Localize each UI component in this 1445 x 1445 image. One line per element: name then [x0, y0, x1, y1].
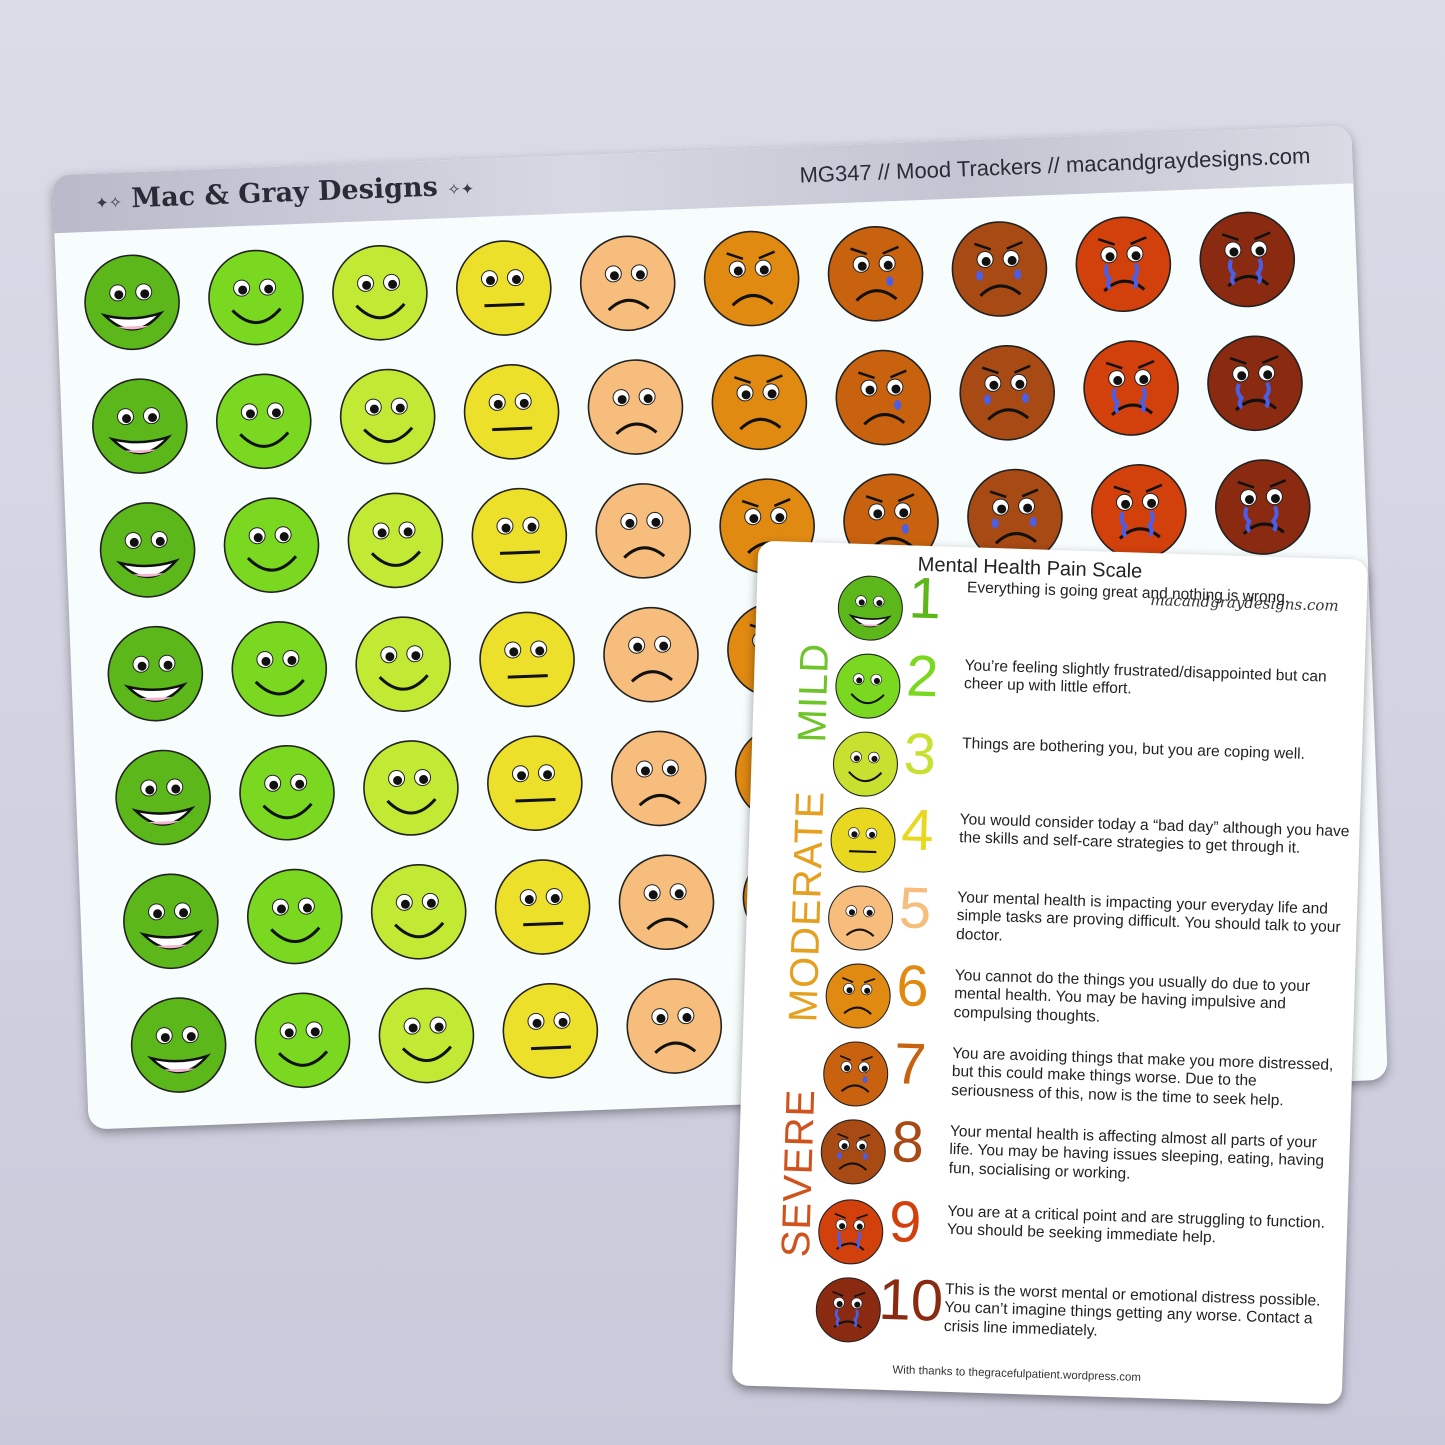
mood-sticker-content [359, 736, 463, 840]
mood-sticker-very-happy [119, 869, 223, 973]
level-number: 10 [877, 1266, 945, 1334]
level-face-icon [828, 805, 898, 875]
level-number: 4 [900, 797, 935, 864]
mood-sticker-neutral [491, 855, 595, 959]
mood-sticker-happy [204, 246, 308, 350]
level-face-icon [818, 1117, 888, 1187]
level-row: 6 You cannot do the things you usually do… [825, 953, 1345, 1029]
level-number: 3 [902, 721, 938, 788]
mood-sticker-crying [955, 341, 1059, 445]
level-number: 2 [905, 643, 940, 710]
mood-sticker-happy [235, 741, 339, 845]
mood-sticker-content [367, 860, 471, 964]
mood-sticker-neutral [467, 484, 571, 588]
pain-scale-card: Mental Health Pain Scale macandgraydesig… [731, 540, 1369, 1405]
level-row: 10 This is the worst mental or emotional … [815, 1267, 1335, 1343]
mood-sticker-crying [948, 217, 1052, 321]
mood-sticker-distraught [1203, 331, 1307, 435]
mood-sticker-happy [243, 865, 347, 969]
level-number: 7 [893, 1031, 928, 1098]
level-row: 7 You are avoiding things that make you m… [823, 1031, 1343, 1109]
level-row: 1 Everything is going great and nothing i… [837, 565, 1357, 641]
mood-sticker-sad [584, 355, 688, 459]
level-number: 9 [888, 1189, 923, 1256]
level-row: 3 Things are bothering you, but you are c… [832, 721, 1353, 797]
sticker-sheet: ✦✧ Mac & Gray Designs ✧✦ MG347 // Mood T… [52, 125, 1388, 1130]
mood-sticker-distraught [1211, 455, 1315, 559]
level-row: 2 You’re feeling slightly frustrated/disa… [835, 643, 1355, 719]
category-mild: MILD [790, 642, 838, 744]
mood-sticker-very-happy [111, 746, 215, 850]
level-description: Your mental health is impacting your eve… [955, 889, 1341, 945]
credit-line: With thanks to thegracefulpatient.wordpr… [892, 1364, 1142, 1385]
mood-sticker-angry-crying [1071, 212, 1175, 316]
mood-sticker-very-happy [127, 993, 231, 1097]
mood-sticker-neutral [475, 608, 579, 712]
level-number: 1 [907, 565, 942, 632]
level-description: You are at a critical point and are stru… [946, 1202, 1326, 1247]
level-number: 5 [897, 875, 933, 942]
product-line: MG347 // Mood Trackers // macandgraydesi… [799, 143, 1311, 188]
mood-sticker-upset-tear [831, 346, 935, 450]
brand-name: Mac & Gray Designs [130, 171, 439, 215]
level-face-icon [830, 729, 900, 799]
mood-sticker-neutral [483, 731, 587, 835]
level-face-icon [833, 651, 903, 721]
mood-sticker-sad [615, 850, 719, 954]
level-description: Your mental health is affecting almost a… [948, 1122, 1325, 1183]
mood-sticker-content [351, 612, 455, 716]
mood-sticker-very-happy [96, 498, 200, 602]
level-description: You would consider today a “bad day” alt… [958, 811, 1350, 858]
mood-sticker-upset [708, 350, 812, 454]
sparkle-icon: ✧✦ [446, 179, 475, 200]
mood-sticker-content [344, 489, 448, 593]
mood-sticker-sad [576, 231, 680, 335]
card-title: Mental Health Pain Scale [917, 553, 1143, 583]
mood-sticker-neutral [498, 979, 602, 1083]
level-description: You are avoiding things that make you mo… [950, 1044, 1334, 1109]
level-number: 8 [890, 1109, 925, 1176]
mood-sticker-neutral [460, 360, 564, 464]
level-number: 6 [895, 953, 930, 1020]
level-row: 4 You would consider today a “bad day” al… [830, 797, 1350, 873]
level-description: This is the worst mental or emotional di… [943, 1280, 1321, 1340]
mood-sticker-happy [227, 617, 331, 721]
mood-sticker-very-happy [88, 374, 192, 478]
mood-sticker-very-happy [80, 250, 184, 354]
mood-sticker-angry-crying [1087, 460, 1191, 564]
mood-sticker-happy [251, 988, 355, 1092]
mood-sticker-sad [591, 479, 695, 583]
level-face-icon [813, 1275, 883, 1345]
level-list: 1 Everything is going great and nothing i… [758, 541, 1368, 1343]
mood-sticker-angry-crying [1079, 336, 1183, 440]
brand-logo: ✦✧ Mac & Gray Designs ✧✦ [95, 170, 475, 216]
level-face-icon [816, 1197, 886, 1267]
mood-sticker-content [375, 984, 479, 1088]
mood-sticker-upset-tear [824, 222, 928, 326]
mood-sticker-sad [607, 727, 711, 831]
level-face-icon [821, 1039, 891, 1109]
level-row: 8 Your mental health is affecting almost … [820, 1109, 1340, 1185]
mood-sticker-content [328, 241, 432, 345]
mood-sticker-neutral [452, 236, 556, 340]
sparkle-icon: ✦✧ [94, 192, 123, 213]
mood-sticker-happy [212, 369, 316, 473]
mood-sticker-happy [220, 493, 324, 597]
level-face-icon [826, 883, 896, 953]
mood-sticker-sad [622, 974, 726, 1078]
level-row: 9 You are at a critical point and are str… [818, 1189, 1338, 1265]
level-face-icon [823, 961, 893, 1031]
level-description: You cannot do the things you usually do … [953, 967, 1311, 1026]
level-description: Things are bothering you, but you are co… [961, 735, 1306, 763]
mood-sticker-distraught [1195, 208, 1299, 312]
level-face-icon [835, 573, 905, 643]
mood-sticker-upset [700, 227, 804, 331]
mood-sticker-sad [599, 603, 703, 707]
mood-sticker-very-happy [103, 622, 207, 726]
level-row: 5 Your mental health is impacting your ev… [828, 875, 1348, 951]
mood-sticker-content [336, 365, 440, 469]
level-description: You’re feeling slightly frustrated/disap… [963, 657, 1327, 698]
